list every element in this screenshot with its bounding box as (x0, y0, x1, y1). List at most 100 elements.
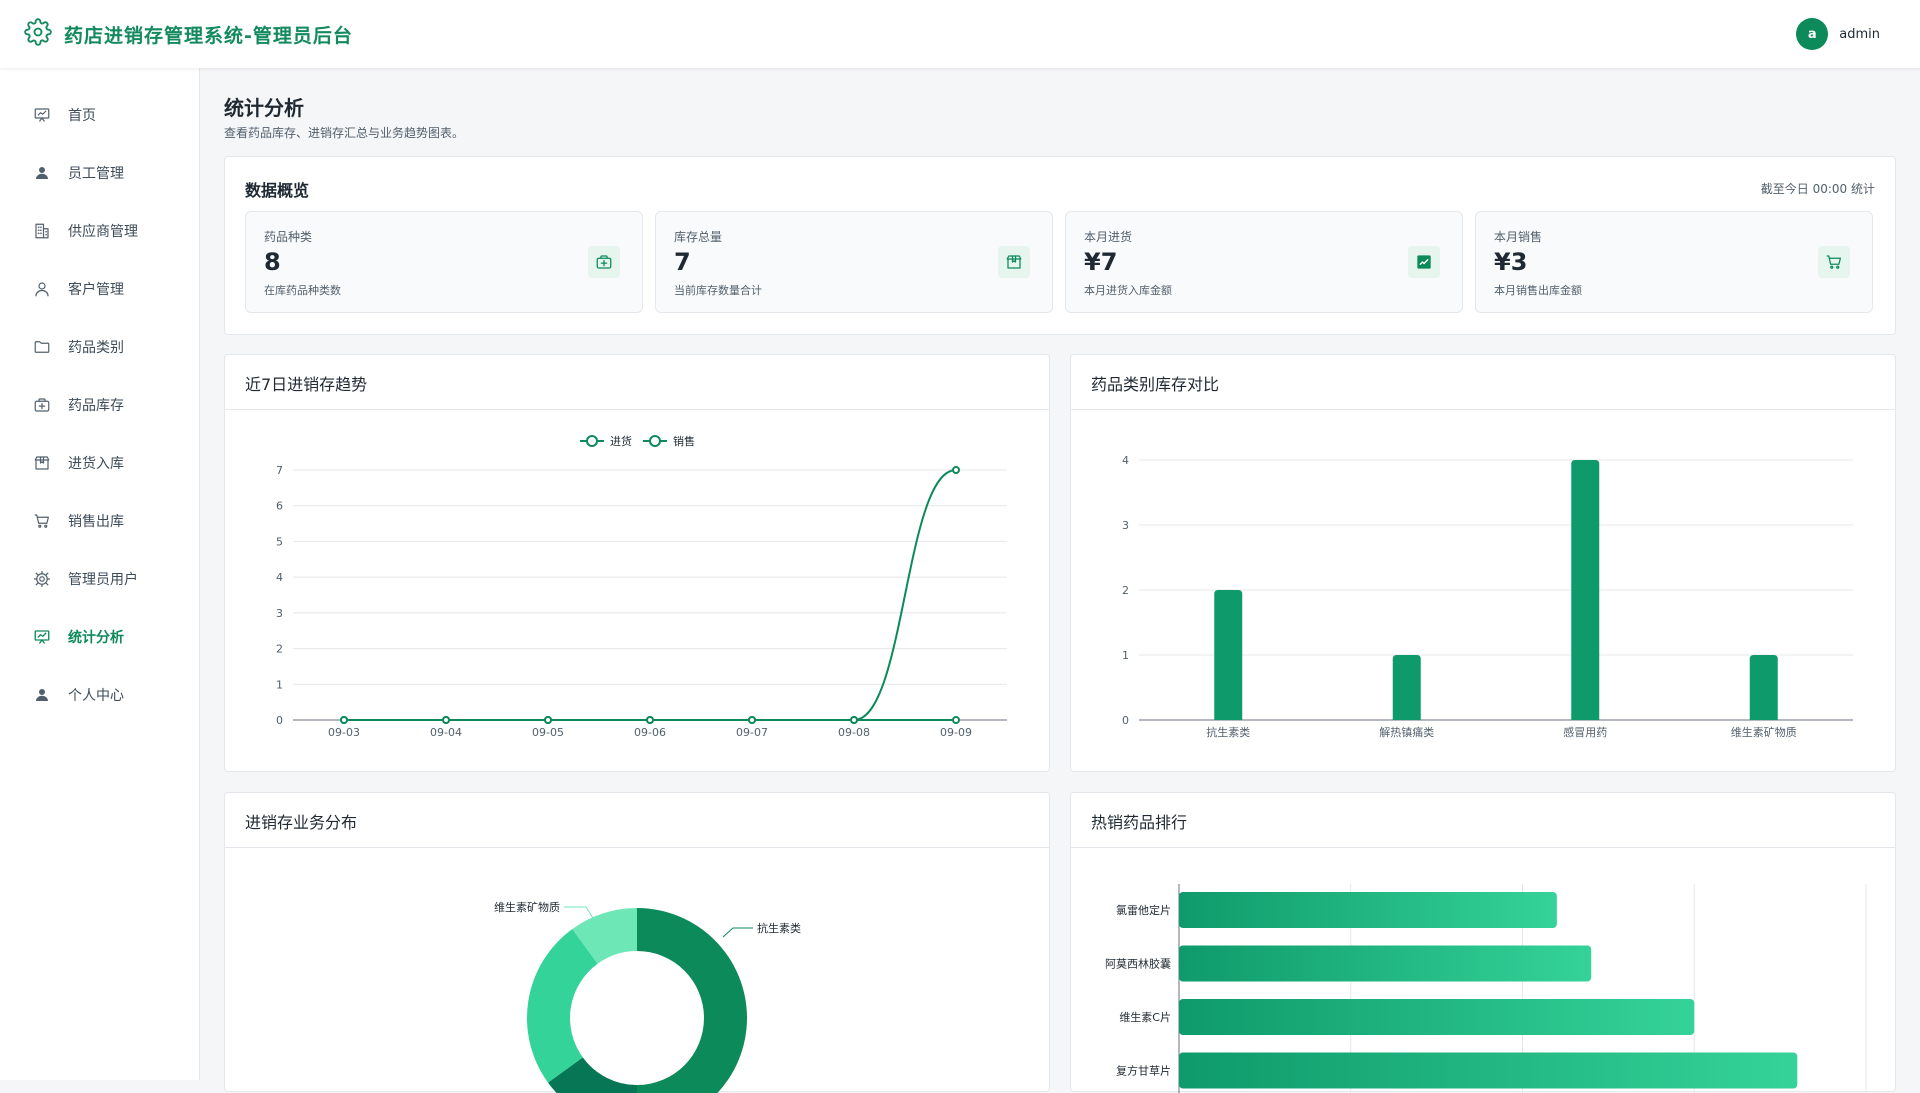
app-title: 药店进销存管理系统-管理员后台 (64, 24, 353, 47)
stat-card-drug-types: 药品种类 8 在库药品种类数 (245, 211, 643, 313)
category-bar-chart: 0 1 2 3 4 抗生素类 解热镇痛类 感冒用药 维生素矿物质 (1122, 454, 1853, 739)
bar (1179, 1052, 1798, 1089)
x-tick-label: 解热镇痛类 (1379, 725, 1434, 739)
trend-line-chart: 0 1 2 3 4 5 6 7 09-03 09-04 09-05 09-06 09-07 09-08 09… (276, 434, 1007, 739)
y-tick-label: 复方甘草片 (1116, 1064, 1171, 1078)
main-content: 统计分析 查看药品库存、进销存汇总与业务趋势图表。 数据概览 截至今日 00:0… (224, 68, 1896, 1093)
bar (1571, 460, 1600, 720)
y-tick-label: 氯雷他定片 (1116, 903, 1171, 917)
stat-value: 8 (264, 248, 281, 276)
stat-card-monthly-purchase: 本月进货 ¥7 本月进货入库金额 (1065, 211, 1463, 313)
sidebar-item-profile[interactable]: 个人中心 (0, 673, 199, 717)
trend-chart-title: 近7日进销存趋势 (245, 375, 368, 394)
sidebar-item-label: 首页 (68, 108, 96, 124)
x-tick-label: 09-07 (736, 726, 768, 739)
category-chart-title: 药品类别库存对比 (1091, 375, 1220, 394)
sidebar-item-suppliers[interactable]: 供应商管理 (0, 209, 199, 253)
pie-slice (527, 929, 598, 1083)
pie-slice (637, 908, 747, 1093)
stat-desc: 本月销售出库金额 (1494, 284, 1582, 297)
distribution-chart-title: 进销存业务分布 (245, 813, 358, 832)
page-subtitle: 查看药品库存、进销存汇总与业务趋势图表。 (224, 126, 465, 140)
distribution-donut-chart: 抗生素类解热镇痛类维生素矿物质 (494, 900, 801, 1093)
x-tick-label: 09-08 (838, 726, 870, 739)
stat-desc: 本月进货入库金额 (1084, 284, 1172, 297)
x-tick-label: 感冒用药 (1563, 726, 1607, 739)
stat-card-monthly-sales: 本月销售 ¥3 本月销售出库金额 (1475, 211, 1873, 313)
sidebar-item-label: 个人中心 (68, 688, 124, 704)
y-tick-label: 1 (276, 678, 283, 691)
bar (1179, 892, 1557, 928)
category-chart-card: 药品类别库存对比 0 1 2 3 4 抗生素类 解热镇痛类 感冒用药 维生素矿物质 (1070, 354, 1896, 772)
y-tick-label: 维生素C片 (1119, 1010, 1171, 1024)
overview-note: 截至今日 00:00 统计 (1760, 182, 1875, 196)
sidebar-item-label: 客户管理 (68, 282, 124, 298)
sidebar-item-label: 药品库存 (68, 398, 124, 414)
stat-label: 本月销售 (1494, 230, 1543, 244)
data-point (850, 716, 858, 724)
sidebar-item-label: 员工管理 (68, 166, 124, 182)
label-leader (722, 927, 753, 938)
stat-label: 库存总量 (674, 230, 723, 244)
cart-icon (1818, 246, 1850, 278)
app-logo[interactable]: 药店进销存管理系统-管理员后台 (24, 18, 353, 50)
slice-label: 维生素矿物质 (494, 900, 560, 914)
y-tick-label: 0 (1122, 714, 1129, 727)
medicine-box-icon (33, 396, 51, 414)
y-tick-label: 阿莫西林胶囊 (1105, 957, 1171, 971)
username: admin (1839, 26, 1880, 42)
card-divider (1071, 409, 1895, 410)
sidebar-item-purchase[interactable]: 进货入库 (0, 441, 199, 485)
y-tick-label: 2 (1122, 584, 1129, 597)
folder-icon (33, 338, 51, 356)
x-tick-label: 09-03 (328, 726, 360, 739)
building-icon (33, 222, 51, 240)
medicine-box-icon (588, 246, 620, 278)
series-line (344, 469, 957, 721)
sidebar-item-label: 销售出库 (68, 514, 124, 530)
sidebar-item-label: 统计分析 (68, 630, 124, 646)
gear-icon (24, 18, 52, 50)
x-tick-label: 09-04 (430, 726, 462, 739)
stat-label: 药品种类 (264, 230, 313, 244)
data-point (646, 716, 654, 724)
sidebar-item-admin-users[interactable]: 管理员用户 (0, 557, 199, 601)
sidebar-item-statistics[interactable]: 统计分析 (0, 615, 199, 659)
y-tick-label: 7 (276, 464, 283, 477)
sidebar-item-label: 供应商管理 (68, 224, 138, 240)
user-outline-icon (33, 280, 51, 298)
legend-marker (649, 435, 661, 447)
user-solid-icon (33, 164, 51, 182)
distribution-chart-card: 进销存业务分布 抗生素类解热镇痛类维生素矿物质 (224, 792, 1050, 1093)
y-tick-label: 4 (1122, 454, 1129, 467)
trend-up-icon (1408, 246, 1440, 278)
sidebar-item-home[interactable]: 首页 (0, 93, 199, 137)
stat-value: 7 (674, 248, 691, 276)
data-point (952, 716, 960, 724)
sidebar-item-inventory[interactable]: 药品库存 (0, 383, 199, 427)
y-tick-label: 5 (276, 535, 283, 548)
sidebar-item-customers[interactable]: 客户管理 (0, 267, 199, 311)
y-tick-label: 3 (1122, 519, 1129, 532)
x-tick-label: 09-05 (532, 726, 564, 739)
avatar: a (1796, 18, 1829, 50)
y-tick-label: 3 (276, 607, 283, 620)
overview-title: 数据概览 (245, 181, 310, 200)
chart-board-icon (33, 628, 51, 646)
user-menu[interactable]: a admin (1796, 18, 1880, 50)
sidebar: 首页 员工管理 供应商管理 客户管理 药品类别 药品库存 进货入库 (0, 68, 200, 1080)
sidebar-item-sales[interactable]: 销售出库 (0, 499, 199, 543)
package-icon (33, 454, 51, 472)
sidebar-item-categories[interactable]: 药品类别 (0, 325, 199, 369)
data-point (544, 716, 552, 724)
sidebar-item-employees[interactable]: 员工管理 (0, 151, 199, 195)
x-tick-label: 09-06 (634, 726, 666, 739)
card-divider (225, 409, 1049, 410)
overview-card: 数据概览 截至今日 00:00 统计 药品种类 8 在库药品种类数 库存总量 7… (224, 156, 1896, 335)
slice-label: 抗生素类 (757, 921, 801, 935)
trend-chart-card: 近7日进销存趋势 0 1 2 3 4 5 6 7 09-03 09-04 09-05 09-06 09-… (224, 354, 1050, 772)
stat-desc: 当前库存数量合计 (674, 284, 762, 297)
stat-card-stock-total: 库存总量 7 当前库存数量合计 (655, 211, 1053, 313)
y-tick-label: 2 (276, 643, 283, 656)
